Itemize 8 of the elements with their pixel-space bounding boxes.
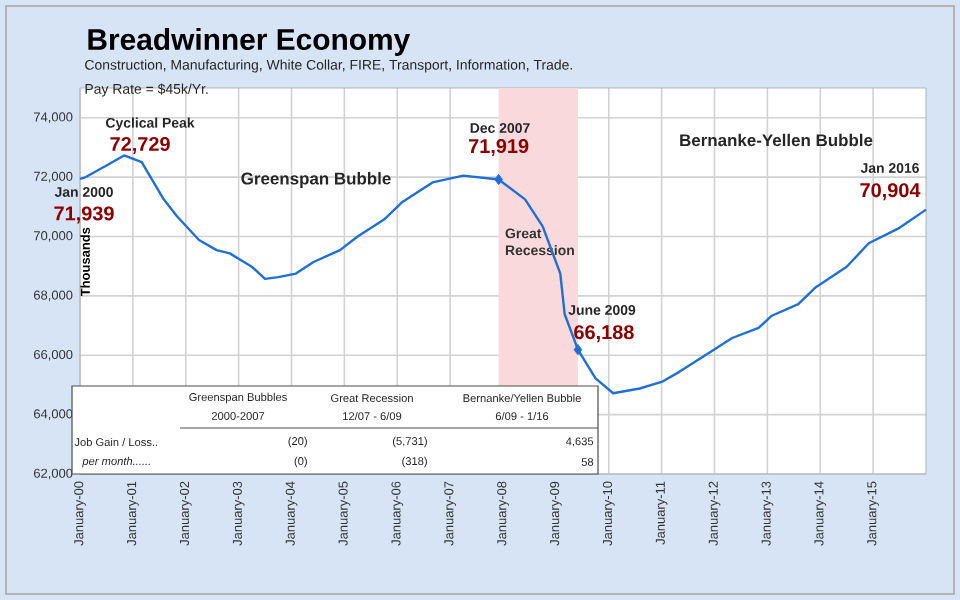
annotation: 71,939 bbox=[54, 206, 114, 224]
annotation: 72,729 bbox=[110, 136, 170, 154]
annotation: 66,188 bbox=[574, 325, 634, 343]
annotation: Greenspan Bubble bbox=[241, 172, 391, 188]
annotation: 71,919 bbox=[468, 138, 529, 156]
chart-title: Breadwinner Economy bbox=[88, 28, 411, 56]
annotation: 70,904 bbox=[860, 183, 921, 201]
annotation: Bernanke-Yellen Bubble bbox=[680, 133, 873, 147]
